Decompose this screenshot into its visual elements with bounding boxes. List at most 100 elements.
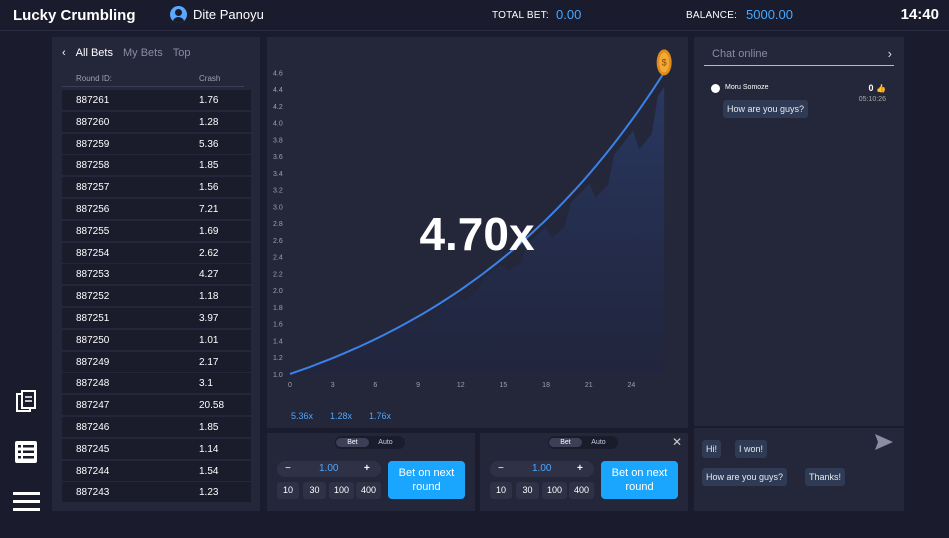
bet-auto-toggle[interactable]: Bet Auto (335, 436, 405, 449)
toggle-bet[interactable]: Bet (549, 438, 582, 447)
bet-button-line-2: round (412, 481, 441, 493)
table-row[interactable]: 887245 1.14 (62, 438, 251, 459)
table-row[interactable]: 887246 1.85 (62, 416, 251, 437)
chevron-right-icon[interactable]: › (887, 46, 892, 61)
round-id: 887259 (76, 138, 110, 150)
top-bar: Lucky Crumbling Dite Panoyu TOTAL BET: 0… (0, 0, 949, 31)
table-row[interactable]: 887248 3.1 (62, 373, 251, 394)
chat-panel: Chat online › Moru Somoze 0 👍 05:10:26 H… (694, 37, 904, 426)
crash-value: 7.21 (199, 203, 219, 215)
total-bet-label: TOTAL BET: (492, 10, 549, 21)
quick-reply-won[interactable]: I won! (735, 440, 768, 458)
toggle-bet[interactable]: Bet (336, 438, 369, 447)
tab-all-bets[interactable]: All Bets (75, 47, 113, 59)
documents-icon[interactable] (14, 390, 38, 414)
send-icon[interactable] (875, 434, 893, 450)
crash-value: 1.14 (199, 443, 219, 455)
round-id: 887243 (76, 487, 110, 499)
bet-next-round-button[interactable]: Bet on next round (601, 461, 678, 499)
y-tick-label: 4.4 (273, 87, 283, 94)
toggle-auto[interactable]: Auto (378, 439, 393, 446)
message-likes[interactable]: 0 👍 (869, 83, 887, 93)
table-row[interactable]: 887259 5.36 (62, 133, 251, 154)
table-row[interactable]: 887252 1.18 (62, 286, 251, 307)
table-row[interactable]: 887244 1.54 (62, 460, 251, 481)
user-avatar-icon (170, 6, 187, 23)
quick-bet-30[interactable]: 30 (303, 482, 326, 499)
table-row[interactable]: 887258 1.85 (62, 155, 251, 176)
y-tick-label: 2.2 (273, 271, 283, 278)
decrease-button[interactable]: − (498, 463, 504, 474)
left-rail (0, 32, 50, 538)
user-profile[interactable]: Dite Panoyu (170, 6, 264, 23)
round-id: 887248 (76, 378, 110, 390)
table-row[interactable]: 887243 1.23 (62, 482, 251, 503)
decrease-button[interactable]: − (285, 463, 291, 474)
table-row[interactable]: 887260 1.28 (62, 111, 251, 132)
increase-button[interactable]: + (577, 463, 583, 474)
quick-bet-30[interactable]: 30 (516, 482, 539, 499)
bet-auto-toggle[interactable]: Bet Auto (548, 436, 618, 449)
y-tick-label: 2.4 (273, 255, 283, 262)
bets-tabs: ‹ All Bets My Bets Top (62, 47, 190, 59)
table-row[interactable]: 887257 1.56 (62, 177, 251, 198)
increase-button[interactable]: + (364, 463, 370, 474)
quick-bet-100[interactable]: 100 (329, 482, 354, 499)
crash-value: 1.01 (199, 334, 219, 346)
table-row[interactable]: 887254 2.62 (62, 242, 251, 263)
quick-bet-400[interactable]: 400 (569, 482, 594, 499)
table-row[interactable]: 887249 2.17 (62, 351, 251, 372)
bet-amount-value[interactable]: 1.00 (532, 463, 552, 474)
crash-value: 20.58 (199, 400, 225, 412)
close-icon[interactable]: ✕ (671, 435, 682, 449)
x-tick-label: 24 (628, 382, 636, 389)
message-bubble: How are you guys? (723, 100, 809, 118)
table-row[interactable]: 887261 1.76 (62, 90, 251, 110)
table-row[interactable]: 887256 7.21 (62, 198, 251, 219)
table-row[interactable]: 887253 4.27 (62, 264, 251, 285)
user-name: Dite Panoyu (193, 7, 264, 22)
toggle-auto[interactable]: Auto (591, 439, 606, 446)
y-tick-label: 3.0 (273, 204, 283, 211)
quick-bet-400[interactable]: 400 (356, 482, 381, 499)
list-icon[interactable] (14, 440, 38, 464)
curve-area (290, 86, 665, 375)
bet-amount-value[interactable]: 1.00 (319, 463, 339, 474)
tab-top[interactable]: Top (172, 47, 191, 59)
coin-icon: $ (656, 49, 672, 76)
quick-bet-10[interactable]: 10 (490, 482, 512, 499)
crash-curve-chart: 1.0 1.2 1.4 1.6 1.8 2.0 2.2 2.4 2.6 2.8 3.0 3.2 3.4 3… (273, 49, 672, 389)
y-tick-label: 4.0 (273, 121, 283, 128)
quick-reply-hi[interactable]: Hi! (702, 440, 721, 458)
y-tick-label: 1.6 (273, 322, 283, 329)
round-id: 887244 (76, 465, 110, 477)
round-id: 887251 (76, 312, 110, 324)
round-id: 887255 (76, 225, 110, 237)
crash-value: 1.56 (199, 182, 219, 194)
bets-table-body: 887261 1.76 887260 1.28 887259 5.36 887258 1.85… (62, 90, 251, 504)
quick-bet-100[interactable]: 100 (542, 482, 567, 499)
table-row[interactable]: 887251 3.97 (62, 307, 251, 328)
x-tick-label: 12 (457, 382, 465, 389)
back-chevron-icon[interactable]: ‹ (62, 47, 66, 59)
likes-count: 0 (868, 83, 874, 93)
y-tick-label: 2.0 (273, 288, 283, 295)
table-row[interactable]: 887255 1.69 (62, 220, 251, 241)
menu-icon[interactable] (13, 490, 40, 514)
table-row[interactable]: 887247 20.58 (62, 395, 251, 416)
quick-bet-10[interactable]: 10 (277, 482, 299, 499)
quick-reply-how-are-you[interactable]: How are you guys? (702, 468, 788, 486)
table-row[interactable]: 887250 1.01 (62, 329, 251, 350)
round-id: 887247 (76, 400, 110, 412)
round-id: 887254 (76, 247, 110, 259)
balance-label: BALANCE: (686, 10, 738, 21)
thumbs-up-icon[interactable]: 👍 (876, 84, 886, 93)
bet-amount-stepper: − 1.00 + (490, 461, 594, 477)
tab-my-bets[interactable]: My Bets (122, 47, 163, 59)
bets-panel: ‹ All Bets My Bets Top Round ID: Crash 8… (52, 37, 260, 511)
x-tick-label: 15 (499, 382, 507, 389)
round-id: 887246 (76, 421, 110, 433)
bet-next-round-button[interactable]: Bet on next round (388, 461, 465, 499)
x-axis: 0 3 6 9 12 15 18 21 24 (288, 382, 635, 389)
quick-reply-thanks[interactable]: Thanks! (805, 468, 846, 486)
